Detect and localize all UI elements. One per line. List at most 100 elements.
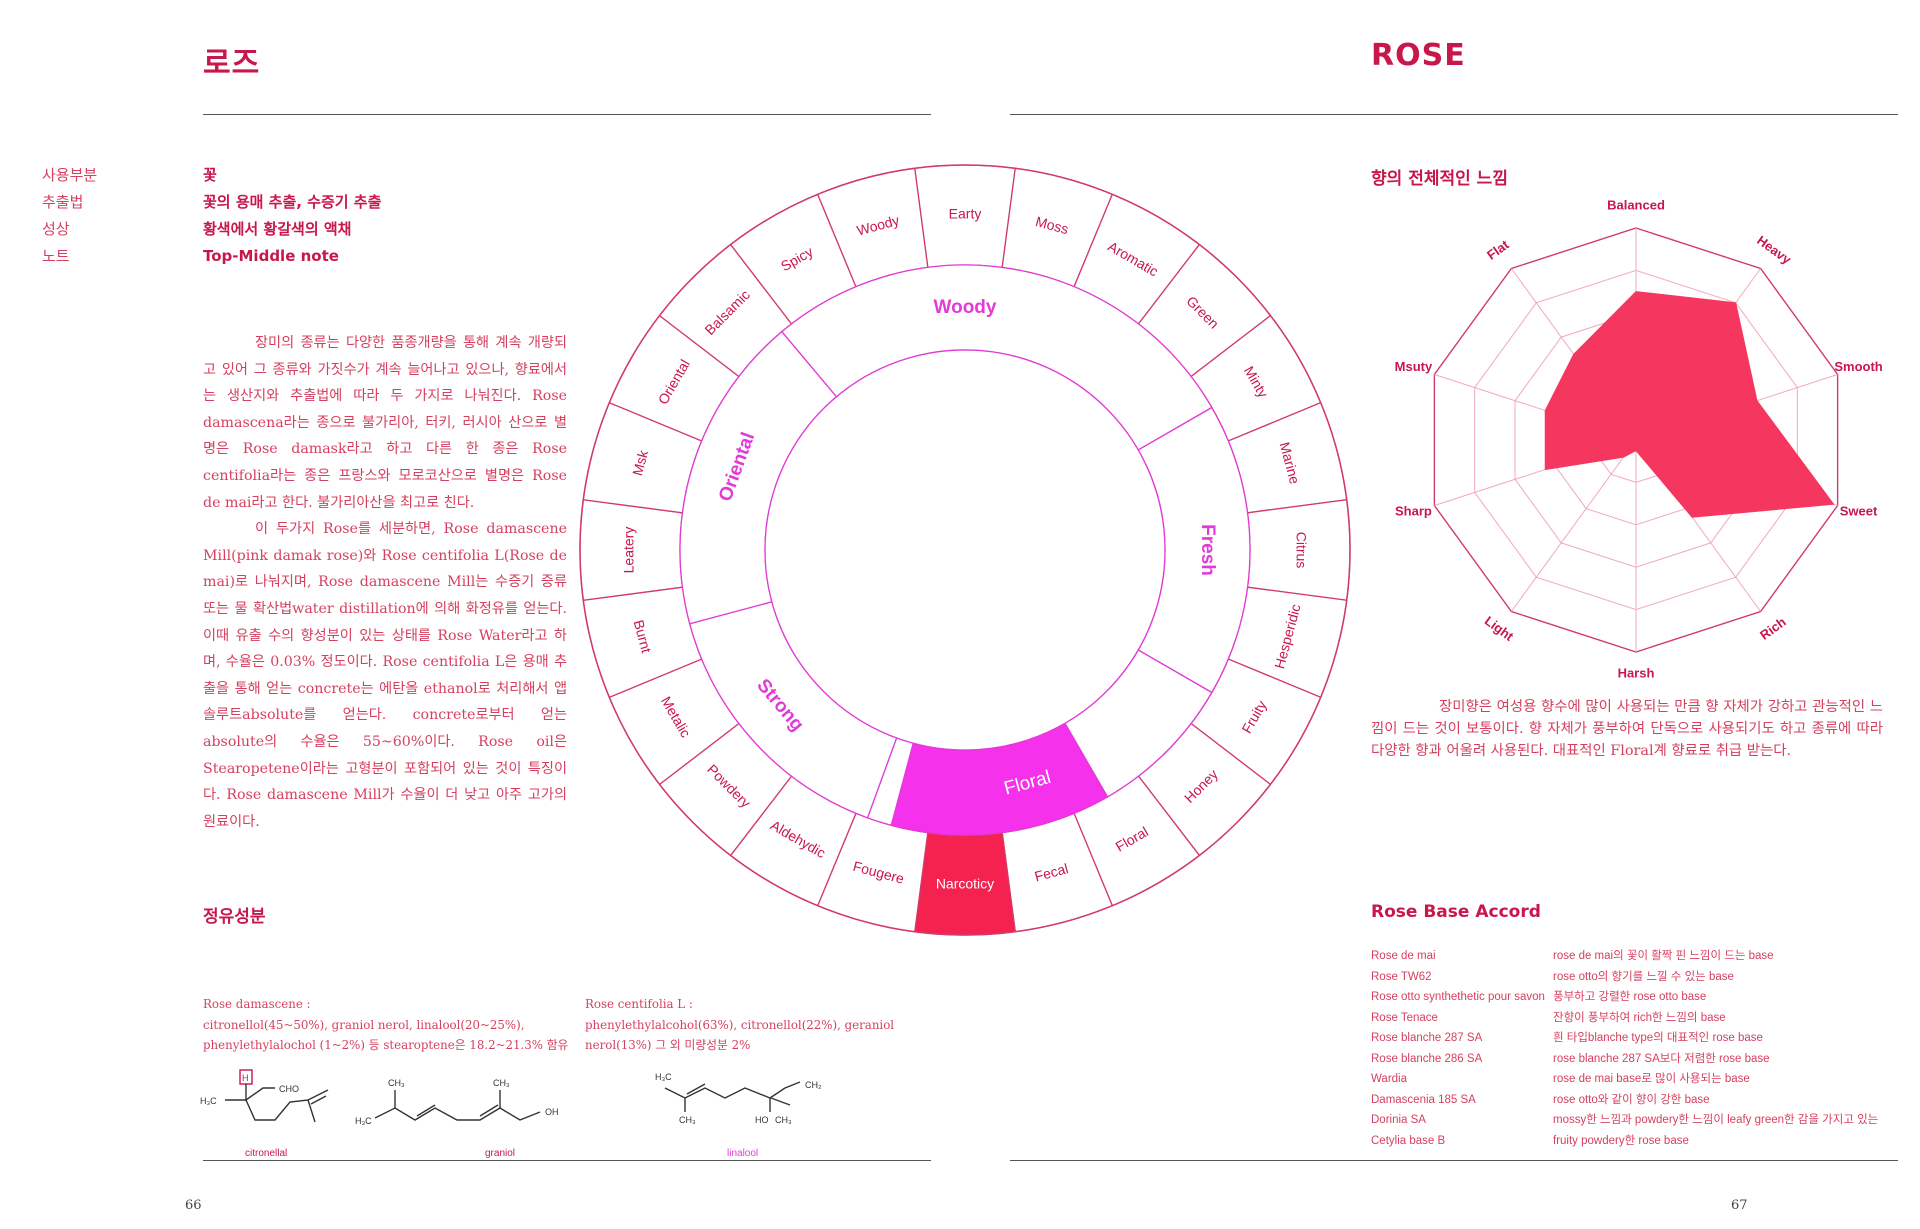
meta-values: 꽃 꽃의 용매 추출, 수증기 추출 황색에서 황갈색의 액채 Top-Midd… (203, 162, 563, 270)
accord-description: fruity powdery한 rose base (1553, 1134, 1689, 1147)
radar-axis-label: Light (1482, 613, 1517, 644)
meta-value-note: Top-Middle note (203, 247, 339, 265)
accord-description: rose otto의 향기를 느낄 수 있는 base (1553, 970, 1734, 983)
body-paragraph-1: 장미의 종류는 다양한 품종개량을 통해 계속 개량되고 있어 그 종류와 가짓… (203, 335, 567, 511)
atom-ch3-2: CH₃ (493, 1078, 510, 1088)
wheel-outer-label: Msk (629, 448, 651, 478)
atom-ch2: CH₂ (805, 1080, 822, 1090)
atom-oh: OH (545, 1107, 559, 1117)
accord-name: Dorinia SA (1371, 1114, 1426, 1126)
oil-damascene-title: Rose damascene : (203, 997, 311, 1011)
radar-axis-label: Flat (1484, 237, 1512, 263)
accord-description: rose de mai의 꽃이 활짝 핀 느낌이 드는 base (1553, 950, 1774, 962)
oil-centifolia-line1: phenylethylalcohol(63%), citronellol(22%… (585, 1017, 895, 1032)
molecule-label-linalool: linalool (727, 1148, 758, 1159)
atom-h3c-1: H₃C (200, 1096, 217, 1106)
wheel-outer-label: Citrus (1293, 532, 1309, 569)
oil-damascene: Rose damascene : citronellol(45~50%), gr… (203, 994, 583, 1056)
oil-damascene-line1: citronellol(45~50%), graniol nerol, lina… (203, 1017, 525, 1032)
radar-axis-label: Harsh (1618, 665, 1655, 680)
accord-name: Rose TW62 (1371, 970, 1432, 983)
atom-ch3-3: CH₃ (679, 1115, 696, 1125)
atom-h3c-2: H₃C (355, 1116, 372, 1126)
accord-list: Rose de mai rose de mai의 꽃이 활짝 핀 느낌이 드는 b… (1371, 946, 1901, 1151)
radar-axis-label: Balanced (1607, 197, 1665, 212)
radar-description-text: 장미향은 여성용 향수에 많이 사용되는 만큼 향 자체가 강하고 관능적인 느… (1371, 699, 1883, 759)
accord-row: Wardia rose de mai base로 많이 사용되는 base (1371, 1069, 1901, 1090)
accord-description: rose de mai base로 많이 사용되는 base (1553, 1073, 1750, 1085)
radar-axis-label: Msuty (1395, 359, 1433, 374)
accord-description: 잔향이 풍부하여 rich한 느낌의 base (1553, 1011, 1726, 1024)
radar-axis-label: Rich (1757, 614, 1789, 643)
right-title-rule (1010, 114, 1898, 115)
meta-labels: 사용부분 추출법 성상 노트 (42, 162, 162, 270)
accord-description: rose blanche 287 SA보다 저렴한 rose base (1553, 1052, 1770, 1065)
accord-row: Rose Tenace 잔향이 풍부하여 rich한 느낌의 base (1371, 1008, 1901, 1029)
left-page-title: 로즈 (203, 46, 261, 81)
left-title-rule (203, 114, 931, 115)
meta-value-extraction: 꽃의 용매 추출, 수증기 추출 (203, 193, 382, 211)
atom-ch3-4: CH₃ (775, 1115, 792, 1125)
wheel-outer-label: Narcoticy (936, 876, 994, 892)
right-page-title: ROSE (1371, 38, 1466, 73)
graniol-structure (374, 1090, 541, 1121)
molecule-structures: H CHO H₃C CH₃ CH₃ H₃C OH H₃C CH₃ HO CH₃ … (200, 1069, 822, 1159)
fragrance-radar-chart: Balanced Heavy Smooth Sweet Rich Harsh Light Sh… (1395, 197, 1883, 680)
wheel-outer-label: Leatery (621, 527, 637, 574)
accord-name: Rose otto synthethetic pour savon (1371, 991, 1545, 1003)
accord-row: Cetylia base B fruity powdery한 rose base (1371, 1131, 1901, 1152)
wheel-outer-label: Earty (949, 206, 982, 222)
atom-ho: HO (755, 1115, 769, 1125)
atom-h3c-3: H₃C (655, 1072, 672, 1082)
wheel-inner-label: Fresh (1197, 524, 1218, 576)
atom-ch3-1: CH₃ (388, 1078, 405, 1088)
fragrance-wheel: Earty MossAromaticGreenMintyMarineCitrusH… (579, 164, 1351, 936)
wheel-outer-border (579, 164, 1351, 936)
meta-label-extraction: 추출법 (42, 193, 84, 211)
oil-centifolia: Rose centifolia L : phenylethylalcohol(6… (585, 994, 915, 1056)
accord-name: Damascenia 185 SA (1371, 1093, 1476, 1106)
accord-row: Dorinia SA mossy한 느낌과 powdery한 느낌이 leafy … (1371, 1110, 1901, 1131)
accord-name: Cetylia base B (1371, 1134, 1446, 1147)
accord-description: 흰 타입blanche type의 대표적인 rose base (1553, 1032, 1763, 1044)
accord-name: Wardia (1371, 1073, 1407, 1085)
accord-description: mossy한 느낌과 powdery한 느낌이 leafy green한 감을 … (1553, 1114, 1879, 1126)
meta-label-note: 노트 (42, 247, 70, 265)
oil-damascene-line2: phenylethylalochol (1~2%) 등 stearoptene은… (203, 1038, 569, 1052)
accord-row: Rose otto synthethetic pour savon 풍부하고 강렬… (1371, 987, 1901, 1008)
accord-row: Damascenia 185 SA rose otto와 같이 향이 강한 bas… (1371, 1090, 1901, 1111)
accord-heading: Rose Base Accord (1371, 902, 1541, 922)
body-paragraph-2: 이 두가지 Rose를 세분하면, Rose damascene Mill(pi… (203, 521, 567, 830)
radar-axis-label: Smooth (1834, 359, 1882, 374)
atom-cho: CHO (279, 1084, 299, 1094)
accord-description: 풍부하고 강렬한 rose otto base (1553, 991, 1707, 1003)
accord-row: Rose TW62 rose otto의 향기를 느낄 수 있는 base (1371, 967, 1901, 988)
radar-heading: 향의 전체적인 느낌 (1371, 169, 1508, 189)
accord-description: rose otto와 같이 향이 강한 base (1553, 1093, 1710, 1106)
meta-label-parts: 사용부분 (42, 166, 98, 184)
right-page-number: 67 (1731, 1198, 1748, 1213)
wheel-center (764, 349, 1166, 751)
linalool-structure (664, 1081, 801, 1112)
right-bottom-rule (1010, 1160, 1898, 1161)
accord-row: Rose blanche 286 SA rose blanche 287 SA보다… (1371, 1049, 1901, 1070)
radar-description: 장미향은 여성용 향수에 많이 사용되는 만큼 향 자체가 강하고 관능적인 느… (1371, 696, 1883, 762)
accord-name: Rose blanche 286 SA (1371, 1052, 1483, 1065)
rose-description-body: 장미의 종류는 다양한 품종개량을 통해 계속 개량되고 있어 그 종류와 가짓… (203, 330, 567, 835)
wheel-inner-label: Woody (934, 297, 997, 318)
radar-data-area (1544, 291, 1835, 518)
left-bottom-rule (203, 1160, 931, 1161)
meta-label-appearance: 성상 (42, 220, 70, 238)
left-page-number: 66 (185, 1198, 202, 1213)
accord-name: Rose Tenace (1371, 1011, 1438, 1024)
meta-value-parts: 꽃 (203, 166, 217, 184)
meta-value-appearance: 황색에서 황갈색의 액채 (203, 220, 352, 238)
oil-centifolia-line2: nerol(13%) 그 외 미량성분 2% (585, 1038, 751, 1052)
radar-axis-label: Sweet (1840, 504, 1878, 519)
essential-oil-heading: 정유성분 (203, 907, 266, 927)
molecule-label-citronellal: citronellal (245, 1148, 287, 1159)
radar-axis-label: Sharp (1395, 504, 1432, 519)
radar-axis-label: Heavy (1754, 233, 1794, 268)
oil-centifolia-title: Rose centifolia L : (585, 997, 693, 1011)
citronellal-structure (225, 1069, 329, 1123)
